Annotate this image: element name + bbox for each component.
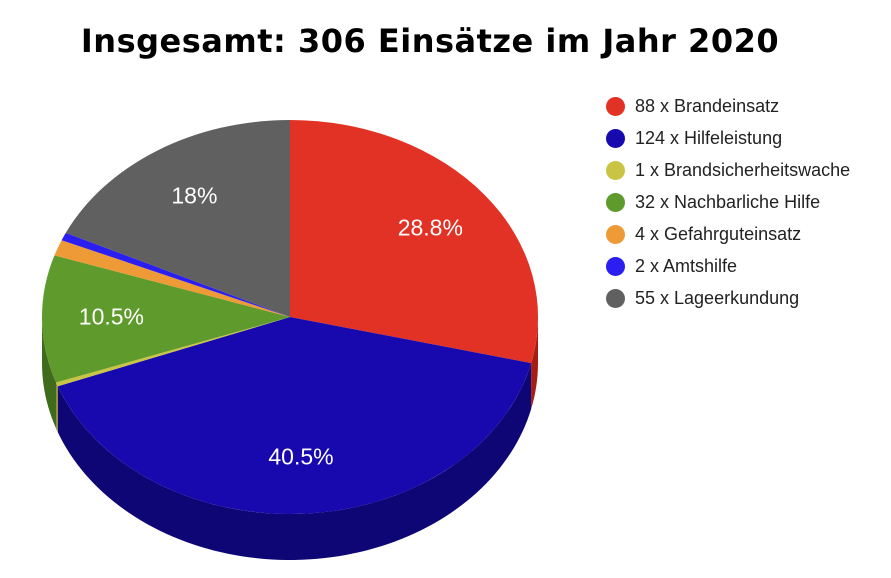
legend-item-4[interactable]: 4 x Gefahrguteinsatz xyxy=(606,218,850,250)
pie-side-2 xyxy=(56,382,58,433)
pie-side-1 xyxy=(57,363,532,560)
legend-swatch-icon xyxy=(606,256,625,276)
pie-side-walls xyxy=(42,317,538,560)
pie-side-3 xyxy=(42,317,57,429)
pie-slice-0[interactable] xyxy=(290,120,539,364)
legend-label: 88 x Brandeinsatz xyxy=(635,95,780,116)
legend-swatch-icon xyxy=(606,224,625,244)
pie-slice-4[interactable] xyxy=(54,240,291,317)
pie-label-3: 10.5% xyxy=(79,304,144,330)
pie-slice-3[interactable] xyxy=(41,255,290,383)
pie-side-0 xyxy=(531,317,538,410)
legend-label: 1 x Brandsicherheitswache xyxy=(635,159,851,180)
legend-item-3[interactable]: 32 x Nachbarliche Hilfe xyxy=(606,186,850,218)
pie-slice-6[interactable] xyxy=(65,120,290,317)
legend-item-5[interactable]: 2 x Amtshilfe xyxy=(606,250,850,282)
legend-item-6[interactable]: 55 x Lageerkundung xyxy=(606,282,850,314)
legend-swatch-icon xyxy=(606,128,625,148)
legend-item-2[interactable]: 1 x Brandsicherheitswache xyxy=(606,154,850,186)
pie-slice-2[interactable] xyxy=(56,317,290,387)
legend-swatch-icon xyxy=(606,288,625,308)
pie-label-6: 18% xyxy=(171,182,217,208)
chart-legend: 88 x Brandeinsatz 124 x Hilfeleistung 1 x … xyxy=(606,90,850,314)
pie-slices xyxy=(41,120,539,514)
legend-label: 55 x Lageerkundung xyxy=(635,287,800,308)
pie-labels: 28.8% 40.5% 10.5% 18% xyxy=(79,182,463,469)
pie-slice-5[interactable] xyxy=(61,232,291,317)
legend-label: 124 x Hilfeleistung xyxy=(635,127,783,148)
legend-label: 4 x Gefahrguteinsatz xyxy=(635,223,802,244)
legend-label: 2 x Amtshilfe xyxy=(635,255,738,276)
pie-slice-1[interactable] xyxy=(57,317,532,514)
legend-swatch-icon xyxy=(606,96,625,116)
pie-label-1: 40.5% xyxy=(268,444,333,470)
chart-title: Insgesamt: 306 Einsätze im Jahr 2020 xyxy=(80,22,780,60)
legend-item-0[interactable]: 88 x Brandeinsatz xyxy=(606,90,850,122)
legend-label: 32 x Nachbarliche Hilfe xyxy=(635,191,821,212)
legend-swatch-icon xyxy=(606,192,625,212)
pie-label-0: 28.8% xyxy=(398,214,463,240)
legend-swatch-icon xyxy=(606,160,625,180)
legend-item-1[interactable]: 124 x Hilfeleistung xyxy=(606,122,850,154)
